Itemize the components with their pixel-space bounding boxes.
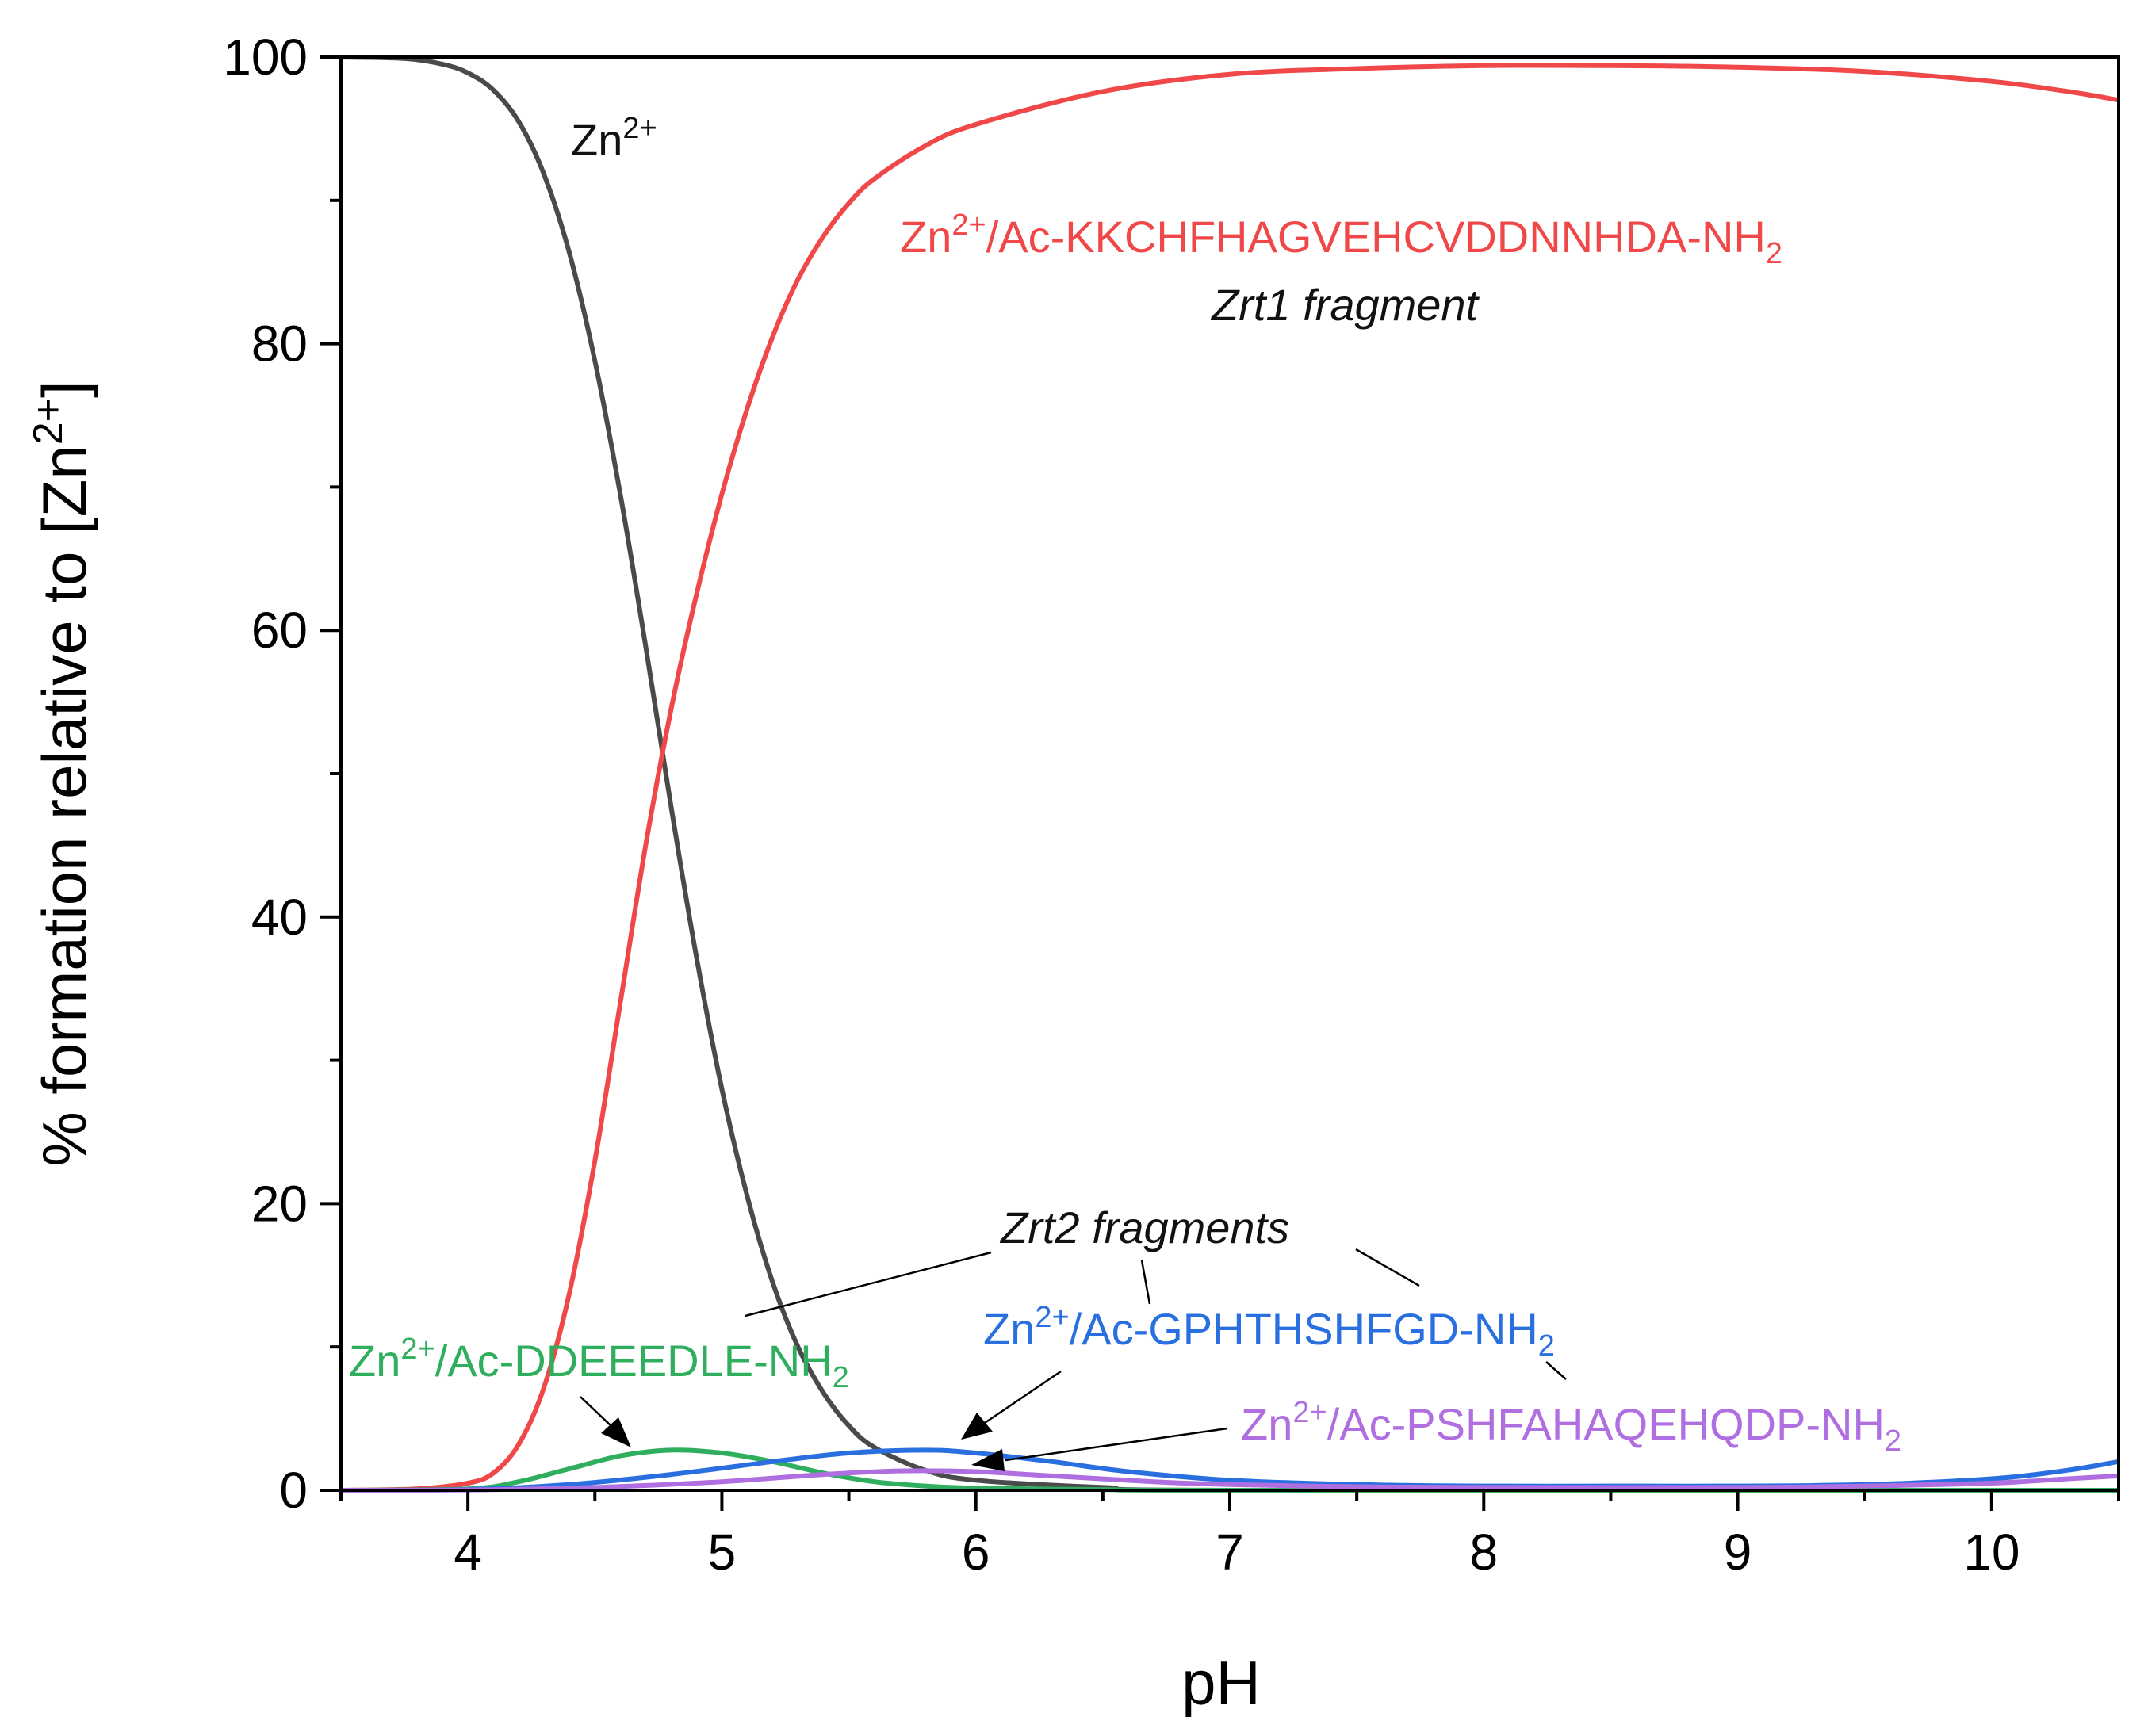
series-layer — [340, 55, 2119, 1493]
y-tick-label: 0 — [279, 1462, 308, 1519]
series-line-zn2 — [340, 55, 2119, 1493]
y-tick-label: 100 — [223, 29, 308, 86]
arrow-psh — [1005, 1427, 1228, 1462]
zrt2-leader-left — [745, 1251, 992, 1317]
arrow-dde-head — [601, 1417, 631, 1447]
label-psh-complex: Zn2+/Ac-PSHFAHAQEHQDP-NH2 — [1241, 1396, 1901, 1458]
x-tick-label: 8 — [1469, 1524, 1498, 1581]
y-axis-title: % formation relative to [Zn2+] — [25, 380, 99, 1166]
x-axis-title: pH — [1181, 1648, 1261, 1718]
label-zn-free: Zn2+ — [571, 112, 657, 165]
label-zrt2-fragments: Zrt2 fragments — [999, 1203, 1289, 1252]
y-tick-label: 20 — [251, 1175, 308, 1232]
zrt2-leader-mid — [1140, 1260, 1151, 1305]
arrow-gph — [984, 1370, 1062, 1424]
x-tick-label: 7 — [1216, 1524, 1244, 1581]
x-tick-label: 9 — [1724, 1524, 1752, 1581]
plot-frame — [339, 55, 2120, 1492]
x-tick-label: 6 — [962, 1524, 990, 1581]
zrt2-leader-right — [1355, 1248, 1420, 1287]
y-tick-label: 60 — [251, 602, 308, 659]
y-tick-label: 80 — [251, 315, 308, 373]
series-line-zn2-ac-pshfahaqehqdp-nh2 — [340, 1468, 2119, 1493]
x-tick-label: 4 — [454, 1524, 482, 1581]
y-tick-label: 40 — [251, 889, 308, 946]
arrow-dde — [580, 1396, 613, 1428]
gph-leader-right — [1545, 1361, 1567, 1380]
series-line-zn2-ac-kkchfhagvehcvddnnhda-nh2 — [340, 63, 2119, 1493]
label-zrt1-fragment: Zrt1 fragment — [1210, 280, 1480, 330]
arrow-psh-head — [971, 1449, 1005, 1471]
x-tick-label: 10 — [1963, 1524, 2020, 1581]
label-dde-complex: Zn2+/Ac-DDEEEDLE-NH2 — [349, 1333, 849, 1394]
label-gph-complex: Zn2+/Ac-GPHTHSHFGD-NH2 — [983, 1301, 1555, 1363]
label-kkc-complex: Zn2+/Ac-KKCHFHAGVEHCVDDNNHDA-NH2 — [900, 208, 1782, 270]
arrow-gph-head — [961, 1413, 993, 1440]
x-tick-label: 5 — [708, 1524, 737, 1581]
